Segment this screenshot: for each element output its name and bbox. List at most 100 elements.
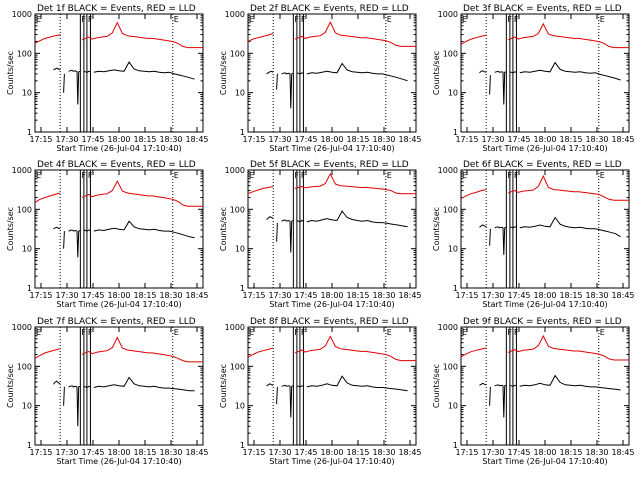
- time-interval-box: [79, 13, 85, 133]
- x-tick-label: 18:15: [559, 291, 582, 300]
- y-tick-label: 10: [22, 89, 32, 98]
- time-marker-label: F: [507, 15, 512, 24]
- x-tick-label: 17:30: [268, 291, 291, 300]
- series-events-line: [93, 220, 195, 239]
- series-events-line: [63, 231, 65, 249]
- time-marker-label: F: [301, 15, 306, 24]
- y-axis-label: Counts/sec: [432, 364, 441, 408]
- series-lld-line: [81, 336, 203, 363]
- series-events-line: [281, 72, 294, 109]
- time-interval-box: [86, 13, 91, 133]
- time-marker-label: E: [36, 15, 41, 24]
- series-lld-line: [460, 189, 487, 199]
- series-events-line: [68, 385, 81, 427]
- series-events-line: [53, 226, 61, 230]
- series-events-line: [479, 382, 487, 386]
- series-lld-line: [294, 335, 416, 362]
- y-tick-label: 10: [235, 402, 245, 411]
- x-tick-label: 18:45: [611, 448, 634, 457]
- time-marker-label: F: [88, 171, 93, 180]
- x-tick-label: 18:00: [533, 135, 556, 144]
- panel-7: Det 7f BLACK = Events, RED = LLD 1 10 100 10…: [6, 317, 209, 466]
- series-events-line: [93, 61, 195, 80]
- series-events-line: [494, 226, 507, 255]
- x-axis-label: Start Time (26-Jul-04 17:10:40): [56, 144, 181, 153]
- y-axis-label: Counts/sec: [219, 207, 228, 251]
- time-marker-label: E: [174, 171, 179, 180]
- time-marker-label: E: [600, 15, 605, 24]
- time-marker-label: E: [174, 328, 179, 337]
- x-tick-label: 17:15: [242, 448, 265, 457]
- y-tick-label: 1: [240, 128, 245, 137]
- panel-1: Det 1f BLACK = Events, RED = LLD 1 10 100 10…: [6, 4, 209, 153]
- x-axis-label: Start Time (26-Jul-04 17:10:40): [482, 144, 607, 153]
- x-tick-label: 17:15: [455, 291, 478, 300]
- x-tick-label: 18:45: [398, 448, 421, 457]
- x-tick-label: 18:45: [185, 135, 208, 144]
- y-tick-label: 1: [453, 128, 458, 137]
- y-tick-label: 1: [240, 284, 245, 293]
- y-tick-label: 100: [443, 362, 458, 371]
- time-marker-label: E: [174, 15, 179, 24]
- time-marker-label: F: [514, 328, 519, 337]
- panel-3: Det 3f BLACK = Events, RED = LLD 1 10 100 10…: [432, 4, 635, 153]
- y-tick-label: 1000: [225, 323, 245, 332]
- series-events-line: [479, 70, 487, 74]
- y-tick-label: 100: [17, 49, 32, 58]
- x-tick-label: 18:00: [320, 448, 343, 457]
- series-lld-line: [507, 334, 629, 361]
- series-events-line: [83, 385, 91, 389]
- x-tick-label: 17:30: [268, 135, 291, 144]
- x-tick-label: 17:15: [455, 135, 478, 144]
- series-events-line: [519, 374, 621, 391]
- y-axis-label: Counts/sec: [6, 364, 15, 408]
- time-marker-label: F: [81, 171, 86, 180]
- panel-2: Det 2f BLACK = Events, RED = LLD 1 10 100 10…: [219, 4, 422, 153]
- y-tick-label: 1: [27, 128, 32, 137]
- panel-title: Det 3f BLACK = Events, RED = LLD: [463, 4, 622, 14]
- series-events-line: [519, 216, 621, 238]
- x-tick-label: 18:45: [398, 135, 421, 144]
- x-tick-label: 17:45: [507, 291, 530, 300]
- y-tick-label: 100: [443, 205, 458, 214]
- x-tick-label: 18:15: [133, 291, 156, 300]
- panel-title: Det 9f BLACK = Events, RED = LLD: [463, 317, 622, 327]
- plot-frame: [460, 326, 630, 446]
- series-lld-line: [247, 347, 274, 358]
- time-marker-label: E: [36, 171, 41, 180]
- series-lld-line: [460, 347, 487, 358]
- plot-frame: [247, 169, 417, 289]
- time-marker-label: F: [294, 328, 299, 337]
- series-events-line: [83, 229, 91, 232]
- x-tick-label: 18:30: [372, 448, 395, 457]
- y-tick-label: 1000: [438, 323, 458, 332]
- panel-title: Det 2f BLACK = Events, RED = LLD: [250, 4, 409, 14]
- time-interval-box: [292, 326, 298, 446]
- time-interval-box: [86, 169, 91, 289]
- series-events-line: [306, 375, 408, 392]
- x-tick-label: 18:45: [611, 135, 634, 144]
- series-lld-line: [460, 34, 487, 45]
- time-interval-box: [505, 169, 511, 289]
- plot-frame: [34, 13, 204, 133]
- time-marker-label: E: [249, 15, 254, 24]
- time-marker-label: E: [387, 171, 392, 180]
- panel-9: Det 9f BLACK = Events, RED = LLD 1 10 100 10…: [432, 317, 635, 466]
- time-interval-box: [292, 169, 298, 289]
- series-events-line: [519, 61, 621, 81]
- x-tick-label: 18:30: [585, 135, 608, 144]
- x-tick-label: 18:15: [559, 448, 582, 457]
- series-events-line: [296, 385, 304, 388]
- x-tick-label: 17:45: [81, 135, 104, 144]
- time-marker-label: F: [88, 15, 93, 24]
- y-axis-label: Counts/sec: [219, 364, 228, 408]
- y-tick-label: 1000: [12, 10, 32, 19]
- series-lld-line: [294, 21, 416, 47]
- x-tick-label: 17:30: [268, 448, 291, 457]
- y-tick-label: 10: [22, 402, 32, 411]
- x-tick-label: 18:00: [533, 448, 556, 457]
- time-interval-box: [512, 169, 517, 289]
- panel-5: Det 5f BLACK = Events, RED = LLD 1 10 100 10…: [219, 160, 422, 309]
- time-marker-label: E: [462, 15, 467, 24]
- series-events-line: [479, 224, 487, 228]
